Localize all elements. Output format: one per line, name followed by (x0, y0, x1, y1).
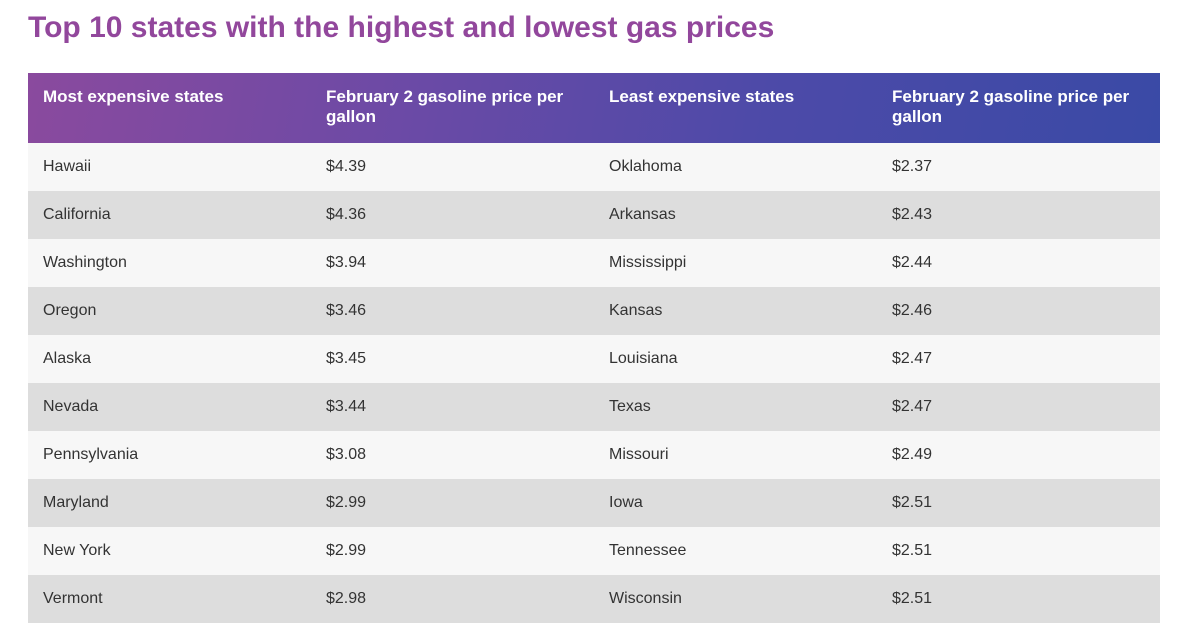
cheap-state-cell: Wisconsin (609, 590, 682, 607)
expensive-state-cell: Vermont (43, 590, 103, 607)
expensive-price-cell: $3.45 (326, 350, 367, 367)
cheap-state-cell: Arkansas (609, 206, 676, 223)
table-row: California $4.36 Arkansas $2.43 (28, 191, 1160, 239)
cheap-price-cell: $2.49 (892, 446, 933, 463)
expensive-state-cell: Nevada (43, 398, 99, 415)
cheap-price-cell: $2.44 (892, 254, 933, 271)
expensive-price-cell: $3.44 (326, 398, 367, 415)
table-header: Most expensive states February 2 gasolin… (28, 73, 1160, 143)
table-header-row: Most expensive states February 2 gasolin… (28, 73, 1160, 143)
cheap-price-cell: $2.37 (892, 158, 933, 175)
table-row: Pennsylvania $3.08 Missouri $2.49 (28, 431, 1160, 479)
table-row: New York $2.99 Tennessee $2.51 (28, 527, 1160, 575)
expensive-price-cell: $4.36 (326, 206, 367, 223)
expensive-price-cell: $3.46 (326, 302, 367, 319)
table-row: Alaska $3.45 Louisiana $2.47 (28, 335, 1160, 383)
expensive-price-cell: $2.99 (326, 494, 367, 511)
expensive-state-cell: California (43, 206, 111, 223)
cheap-price-cell: $2.47 (892, 398, 933, 415)
expensive-state-cell: Maryland (43, 494, 109, 511)
expensive-state-cell: Hawaii (43, 158, 92, 175)
expensive-price-cell: $2.99 (326, 542, 367, 559)
cheap-price-cell: $2.51 (892, 590, 933, 607)
cheap-price-cell: $2.43 (892, 206, 933, 223)
cheap-price-cell: $2.51 (892, 494, 933, 511)
header-most-expensive-states: Most expensive states (43, 87, 224, 106)
cheap-state-cell: Oklahoma (609, 158, 682, 175)
header-expensive-price: February 2 gasoline price per gallon (326, 87, 564, 126)
cheap-state-cell: Mississippi (609, 254, 687, 271)
cheap-state-cell: Iowa (609, 494, 643, 511)
expensive-price-cell: $4.39 (326, 158, 367, 175)
expensive-state-cell: Oregon (43, 302, 97, 319)
cheap-state-cell: Kansas (609, 302, 663, 319)
cheap-price-cell: $2.47 (892, 350, 933, 367)
expensive-state-cell: Alaska (43, 350, 92, 367)
cheap-price-cell: $2.51 (892, 542, 933, 559)
expensive-state-cell: Pennsylvania (43, 446, 139, 463)
expensive-price-cell: $3.08 (326, 446, 367, 463)
cheap-price-cell: $2.46 (892, 302, 933, 319)
page-title: Top 10 states with the highest and lowes… (28, 11, 775, 44)
table-row: Washington $3.94 Mississippi $2.44 (28, 239, 1160, 287)
table-row: Vermont $2.98 Wisconsin $2.51 (28, 575, 1160, 623)
header-least-expensive-states: Least expensive states (609, 87, 795, 106)
table-row: Oregon $3.46 Kansas $2.46 (28, 287, 1160, 335)
cheap-state-cell: Texas (609, 398, 651, 415)
cheap-state-cell: Tennessee (609, 542, 687, 559)
table-row: Maryland $2.99 Iowa $2.51 (28, 479, 1160, 527)
cheap-state-cell: Missouri (609, 446, 669, 463)
cheap-state-cell: Louisiana (609, 350, 678, 367)
table-row: Nevada $3.44 Texas $2.47 (28, 383, 1160, 431)
expensive-state-cell: New York (43, 542, 111, 559)
expensive-price-cell: $2.98 (326, 590, 367, 607)
table-body: Hawaii $4.39 Oklahoma $2.37 California $4.36 A… (28, 143, 1160, 623)
expensive-price-cell: $3.94 (326, 254, 367, 271)
expensive-state-cell: Washington (43, 254, 127, 271)
table-row: Hawaii $4.39 Oklahoma $2.37 (28, 143, 1160, 191)
header-cheap-price: February 2 gasoline price per gallon (892, 87, 1130, 126)
gas-prices-table: Most expensive states February 2 gasolin… (28, 73, 1160, 623)
